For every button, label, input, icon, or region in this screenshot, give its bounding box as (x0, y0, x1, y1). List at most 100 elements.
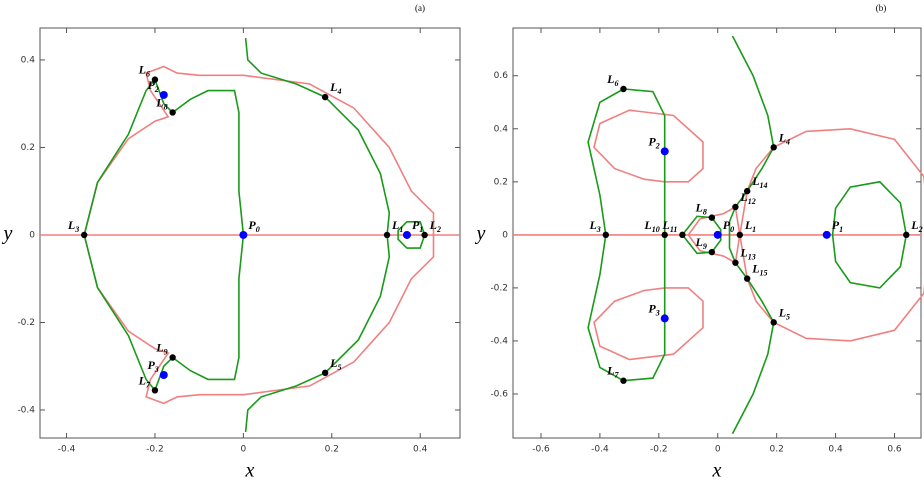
y-tick-label: 0.6 (494, 71, 509, 81)
point-label: L6 (138, 62, 150, 78)
point-label: L13 (739, 245, 755, 261)
curve (593, 287, 704, 361)
point-label: P2 (147, 78, 158, 94)
point (151, 76, 159, 83)
point-label: L6 (606, 72, 618, 88)
x-tick-label: -0.2 (146, 445, 164, 455)
point (708, 214, 716, 221)
point (743, 275, 751, 282)
x-tick-label: 0.2 (769, 445, 783, 455)
point (321, 369, 329, 377)
point (732, 259, 739, 266)
point-label: L5 (778, 305, 790, 321)
point-label: L11 (661, 218, 677, 234)
point-label: L8 (695, 200, 707, 216)
point-label: P0 (248, 218, 259, 234)
y-tick-label: 0.2 (494, 177, 508, 187)
point (660, 147, 669, 156)
point (903, 231, 910, 239)
point (743, 187, 751, 195)
x-tick-label: 0.6 (887, 445, 902, 455)
x-tick-label: 0.4 (828, 445, 843, 455)
x-tick-label: 0.4 (413, 445, 428, 455)
point (661, 231, 668, 239)
point (732, 203, 739, 211)
point-label: L4 (778, 130, 790, 146)
y-tick-label: -0.2 (17, 318, 35, 328)
y-tick-label: 0 (29, 230, 35, 240)
point-label: P2 (648, 134, 659, 150)
point-label: L3 (588, 218, 600, 234)
curve (397, 221, 426, 249)
point-label: L7 (138, 373, 151, 389)
curve (738, 127, 924, 342)
point-label: L14 (751, 174, 767, 190)
y-tick-label: -0.4 (17, 405, 35, 415)
point (822, 230, 831, 239)
x-tick-label: 0 (241, 445, 247, 455)
x-tick-label: -0.4 (591, 445, 609, 455)
point (660, 314, 669, 323)
point-label: L15 (751, 261, 767, 277)
point-label: L7 (606, 363, 619, 379)
point (239, 230, 248, 239)
point (321, 93, 329, 101)
point (151, 387, 159, 394)
curve (593, 109, 704, 183)
point (602, 231, 609, 239)
panel-title: (b) (876, 3, 887, 13)
y-tick-label: 0.4 (21, 55, 36, 65)
point-label: L5 (329, 356, 341, 372)
y-tick-label: 0.4 (494, 124, 509, 134)
point-label: L9 (155, 340, 167, 356)
point-label: P1 (412, 218, 423, 234)
point (708, 248, 716, 256)
x-axis-label: x (712, 460, 722, 482)
point-label: L1 (391, 218, 403, 234)
point-label: L3 (67, 218, 79, 234)
point (159, 370, 168, 379)
point (421, 231, 428, 239)
point (620, 85, 627, 93)
point (169, 354, 176, 361)
y-tick-label: 0 (502, 230, 508, 240)
y-tick-label: 0.2 (21, 143, 35, 153)
y-tick-label: -0.4 (490, 336, 508, 346)
point (159, 90, 168, 99)
point-label: P3 (648, 301, 659, 317)
curve (831, 180, 908, 289)
x-tick-label: -0.4 (58, 445, 76, 455)
point-label: L1 (744, 218, 756, 234)
point-label: L2 (910, 218, 922, 234)
plot-frame (512, 27, 922, 439)
point-label: L9 (695, 235, 707, 251)
point-label: P0 (723, 218, 734, 234)
point (402, 230, 411, 239)
x-tick-label: -0.6 (532, 445, 550, 455)
point (736, 231, 744, 239)
point (620, 377, 627, 384)
point-label: P3 (147, 358, 158, 374)
y-tick-label: -0.6 (490, 389, 508, 399)
x-axis-label: x (245, 460, 255, 482)
x-tick-label: 0 (715, 445, 721, 455)
point-label: P1 (832, 218, 843, 234)
point (770, 144, 777, 151)
y-axis-label: y (2, 223, 13, 245)
point-label: L2 (429, 218, 441, 234)
point-label: L8 (155, 95, 167, 111)
panel-title: (a) (415, 3, 425, 13)
curve (728, 35, 775, 435)
point (679, 231, 686, 239)
point (713, 230, 722, 239)
point (770, 319, 777, 326)
plot-frame (39, 27, 461, 439)
point (81, 231, 88, 239)
point (383, 231, 391, 239)
y-axis-label: y (475, 222, 486, 244)
point-label: L10 (643, 218, 659, 234)
x-tick-label: 0.2 (325, 445, 339, 455)
point-label: L12 (739, 190, 755, 206)
